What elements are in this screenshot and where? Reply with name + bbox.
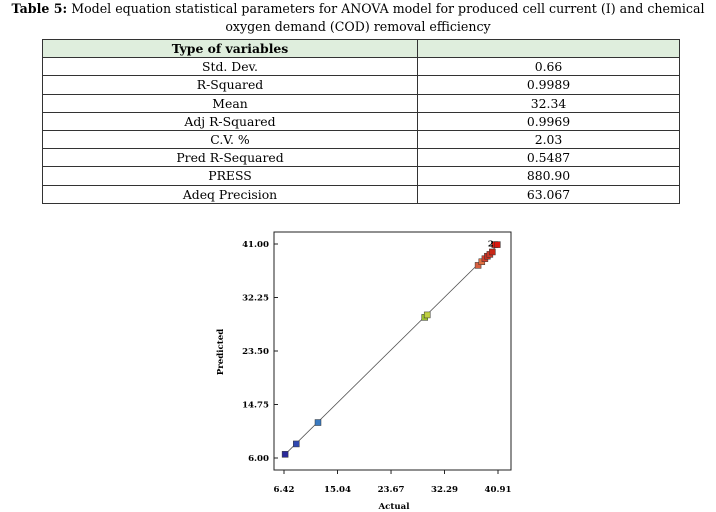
data-points <box>281 241 501 458</box>
caption-text-line2: oxygen demand (COD) removal efficiency <box>225 19 491 34</box>
cell-variable: Pred R-Sequared <box>42 148 418 168</box>
x-tick-label: 32.29 <box>431 485 458 495</box>
table-row: R-Squared 0.9989 <box>42 75 680 95</box>
cell-value: 0.66 <box>417 57 680 77</box>
data-point <box>489 248 496 256</box>
data-point <box>474 262 482 269</box>
y-tick-label: 32.25 <box>242 294 269 304</box>
cell-value: 63.067 <box>417 184 680 204</box>
table-row: PRESS 880.90 <box>42 166 680 186</box>
caption-text-line1: Model equation statistical parameters fo… <box>67 1 705 16</box>
y-axis-label: Predicted <box>216 329 226 375</box>
cell-value: 32.34 <box>417 93 680 113</box>
cell-value: 0.9969 <box>417 111 680 131</box>
table-row: Std. Dev. 0.66 <box>42 57 680 77</box>
table-header-row: Type of variables <box>42 38 680 59</box>
cell-value: 0.5487 <box>417 148 680 168</box>
cell-value: 880.90 <box>417 166 680 186</box>
predicted-vs-actual-plot: 6.00 14.75 23.50 32.25 41.00 6.42 15.04 23.67 3… <box>216 231 512 512</box>
caption-label: Table 5: <box>11 1 68 16</box>
y-tick-label: 14.75 <box>242 401 269 411</box>
data-point <box>494 241 501 248</box>
x-tick-label: 15.04 <box>324 485 351 495</box>
x-axis: 6.42 15.04 23.67 32.29 40.91 <box>274 470 512 495</box>
y-tick-label: 41.00 <box>242 240 269 250</box>
cell-variable: Adj R-Squared <box>42 111 418 131</box>
cell-variable: Adeq Precision <box>42 184 418 204</box>
table-row: C.V. % 2.03 <box>42 129 680 150</box>
cell-variable: C.V. % <box>42 129 418 150</box>
table-row: Pred R-Sequared 0.5487 <box>42 148 680 168</box>
table-caption: Table 5: Model equation statistical para… <box>4 0 712 36</box>
cell-value: 2.03 <box>417 129 680 150</box>
x-axis-label: Actual <box>378 502 411 512</box>
x-tick-label: 40.91 <box>485 485 512 495</box>
data-point <box>314 419 322 426</box>
y-axis: 6.00 14.75 23.50 32.25 41.00 <box>242 240 278 464</box>
header-cell-value <box>417 38 680 59</box>
data-point <box>423 311 431 319</box>
cell-variable: R-Squared <box>42 75 418 95</box>
table-row: Adj R-Squared 0.9969 <box>42 111 680 131</box>
data-point <box>281 451 289 458</box>
point-count-annotation: 2 <box>488 240 494 250</box>
x-tick-label: 6.42 <box>274 485 295 495</box>
table-row: Mean 32.34 <box>42 93 680 113</box>
table-row: Adeq Precision 63.067 <box>42 184 680 204</box>
statistics-table: Type of variables Std. Dev. 0.66 R-Square… <box>42 38 680 204</box>
cell-variable: Mean <box>42 93 418 113</box>
cell-value: 0.9989 <box>417 75 680 95</box>
y-tick-label: 6.00 <box>248 454 269 464</box>
cell-variable: Std. Dev. <box>42 57 418 77</box>
y-tick-label: 23.50 <box>242 347 269 357</box>
data-point <box>293 440 300 448</box>
header-cell-variable: Type of variables <box>42 38 418 59</box>
x-tick-label: 23.67 <box>378 485 405 495</box>
cell-variable: PRESS <box>42 166 418 186</box>
